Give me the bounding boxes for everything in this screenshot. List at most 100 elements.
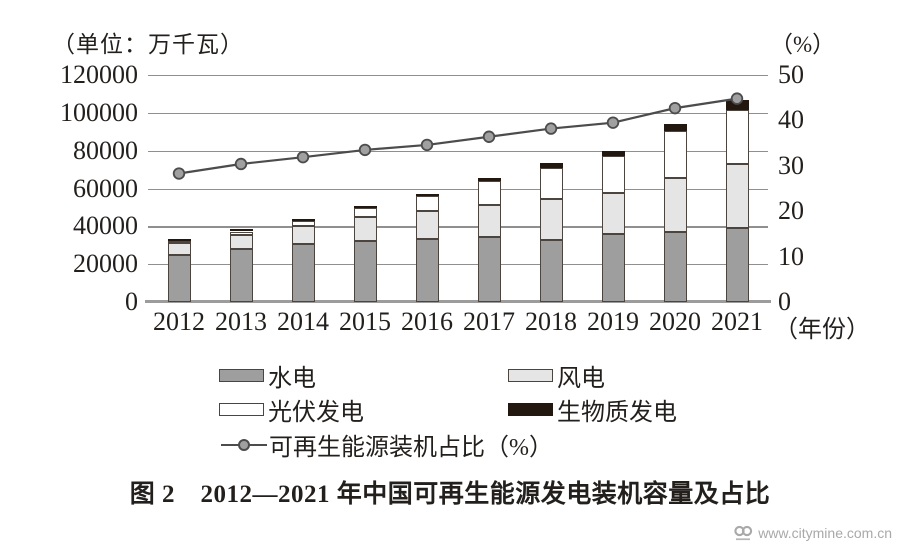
bar-segment-2014 <box>291 219 315 222</box>
gridline <box>148 226 768 228</box>
wind-swatch-icon <box>508 369 553 382</box>
bar-segment-2020 <box>663 124 687 132</box>
bar-segment-2020 <box>663 131 687 179</box>
left-tick-label: 20000 <box>73 249 138 279</box>
left-axis-unit-label: （单位：万千瓦） <box>52 32 244 57</box>
bar-segment-2013 <box>229 234 253 249</box>
bar-segment-2013 <box>229 229 253 232</box>
bar-segment-2019 <box>601 193 625 235</box>
left-tick-label: 40000 <box>73 211 138 241</box>
right-tick-label: 50 <box>778 60 804 89</box>
bar-segment-2016 <box>415 194 439 197</box>
x-tick-label-2012: 2012 <box>153 307 205 336</box>
gridline <box>148 264 768 266</box>
solar-swatch-icon <box>219 403 264 416</box>
bar-segment-2015 <box>353 241 377 302</box>
bar-segment-2021 <box>725 164 749 228</box>
x-tick-label-2015: 2015 <box>339 307 391 336</box>
bar-segment-2017 <box>477 180 501 206</box>
watermark: www.citymine.com.cn <box>733 523 892 543</box>
share-point-2017 <box>482 130 496 143</box>
bar-segment-2017 <box>477 205 501 237</box>
bar-segment-2016 <box>415 196 439 212</box>
bar-segment-2014 <box>291 244 315 302</box>
right-tick-label: 0 <box>778 287 791 316</box>
x-tick-label-2016: 2016 <box>401 307 453 336</box>
legend-label: 水电 <box>268 366 316 392</box>
x-tick-label-2019: 2019 <box>587 307 639 336</box>
legend-item-share-line: 可再生能源装机占比（%） <box>221 427 553 462</box>
share-line-chart <box>172 92 744 180</box>
x-axis-line <box>145 300 771 303</box>
gridline <box>148 188 768 190</box>
bar-segment-2015 <box>353 216 377 242</box>
legend-item-hydro: 水电 <box>219 358 316 393</box>
bar-segment-2020 <box>663 231 687 302</box>
legend-label: 可再生能源装机占比（%） <box>269 435 553 461</box>
left-tick-label: 60000 <box>73 173 138 203</box>
left-tick-label: 0 <box>125 287 138 316</box>
line-marker-swatch-icon <box>221 438 267 452</box>
legend-item-wind: 风电 <box>508 358 605 393</box>
right-tick-label: 30 <box>778 150 804 180</box>
bar-segment-2021 <box>725 109 749 165</box>
gridline <box>148 150 768 152</box>
left-tick-label: 100000 <box>60 97 138 127</box>
bar-segment-2016 <box>415 239 439 302</box>
bar-segment-2014 <box>291 221 315 227</box>
bar-segment-2013 <box>229 231 253 235</box>
right-tick-label: 40 <box>778 105 804 135</box>
share-point-2018 <box>544 122 558 135</box>
right-tick-label: 10 <box>778 241 804 271</box>
legend-item-biomass: 生物质发电 <box>508 392 677 427</box>
x-tick-label-2021: 2021 <box>711 307 763 336</box>
bar-segment-2015 <box>353 208 377 217</box>
share-point-2012 <box>172 167 186 180</box>
share-point-2014 <box>296 150 310 164</box>
x-tick-label-2018: 2018 <box>525 307 577 336</box>
bar-segment-2018 <box>539 240 563 302</box>
share-point-2016 <box>420 138 434 152</box>
x-tick-label-2014: 2014 <box>277 307 329 336</box>
legend-item-solar: 光伏发电 <box>219 392 364 427</box>
x-axis-unit-label: （年份） <box>774 317 870 343</box>
watermark-url: www.citymine.com.cn <box>758 525 892 541</box>
gridline <box>148 112 768 115</box>
bar-segment-2017 <box>477 177 501 181</box>
figure-caption: 图 2 2012—2021 年中国可再生能源发电装机容量及占比 <box>129 481 771 508</box>
bar-segment-2012 <box>167 241 191 244</box>
bar-segment-2012 <box>167 254 191 302</box>
left-tick-label: 80000 <box>73 135 138 165</box>
legend-label: 生物质发电 <box>557 400 677 426</box>
bar-segment-2019 <box>601 234 625 302</box>
right-axis-unit-label: （%） <box>770 32 836 57</box>
x-tick-label-2020: 2020 <box>649 307 701 336</box>
hydro-swatch-icon <box>219 369 264 382</box>
share-point-2020 <box>668 101 682 115</box>
bar-segment-2018 <box>539 168 563 200</box>
bar-segment-2019 <box>601 150 625 156</box>
x-tick-label-2017: 2017 <box>463 307 515 336</box>
bar-segment-2017 <box>477 236 501 302</box>
bar-segment-2021 <box>725 227 749 302</box>
plot-area <box>145 75 771 303</box>
bar-segment-2016 <box>415 211 439 240</box>
biomass-swatch-icon <box>508 403 553 416</box>
share-point-2013 <box>234 157 248 171</box>
share-point-2021 <box>730 92 744 105</box>
x-tick-label-2013: 2013 <box>215 307 267 336</box>
bar-segment-2020 <box>663 178 687 232</box>
bar-segment-2013 <box>229 248 253 302</box>
right-tick-label: 20 <box>778 196 804 226</box>
left-tick-label: 120000 <box>60 60 138 89</box>
bar-segment-2012 <box>167 243 191 255</box>
bar-segment-2018 <box>539 199 563 241</box>
bar-segment-2019 <box>601 155 625 194</box>
share-line <box>178 97 738 175</box>
bar-segment-2015 <box>353 206 377 209</box>
legend-label: 风电 <box>557 366 605 392</box>
bar-segment-2012 <box>167 239 191 242</box>
gridline <box>148 75 768 77</box>
citymine-logo-icon <box>733 523 753 543</box>
